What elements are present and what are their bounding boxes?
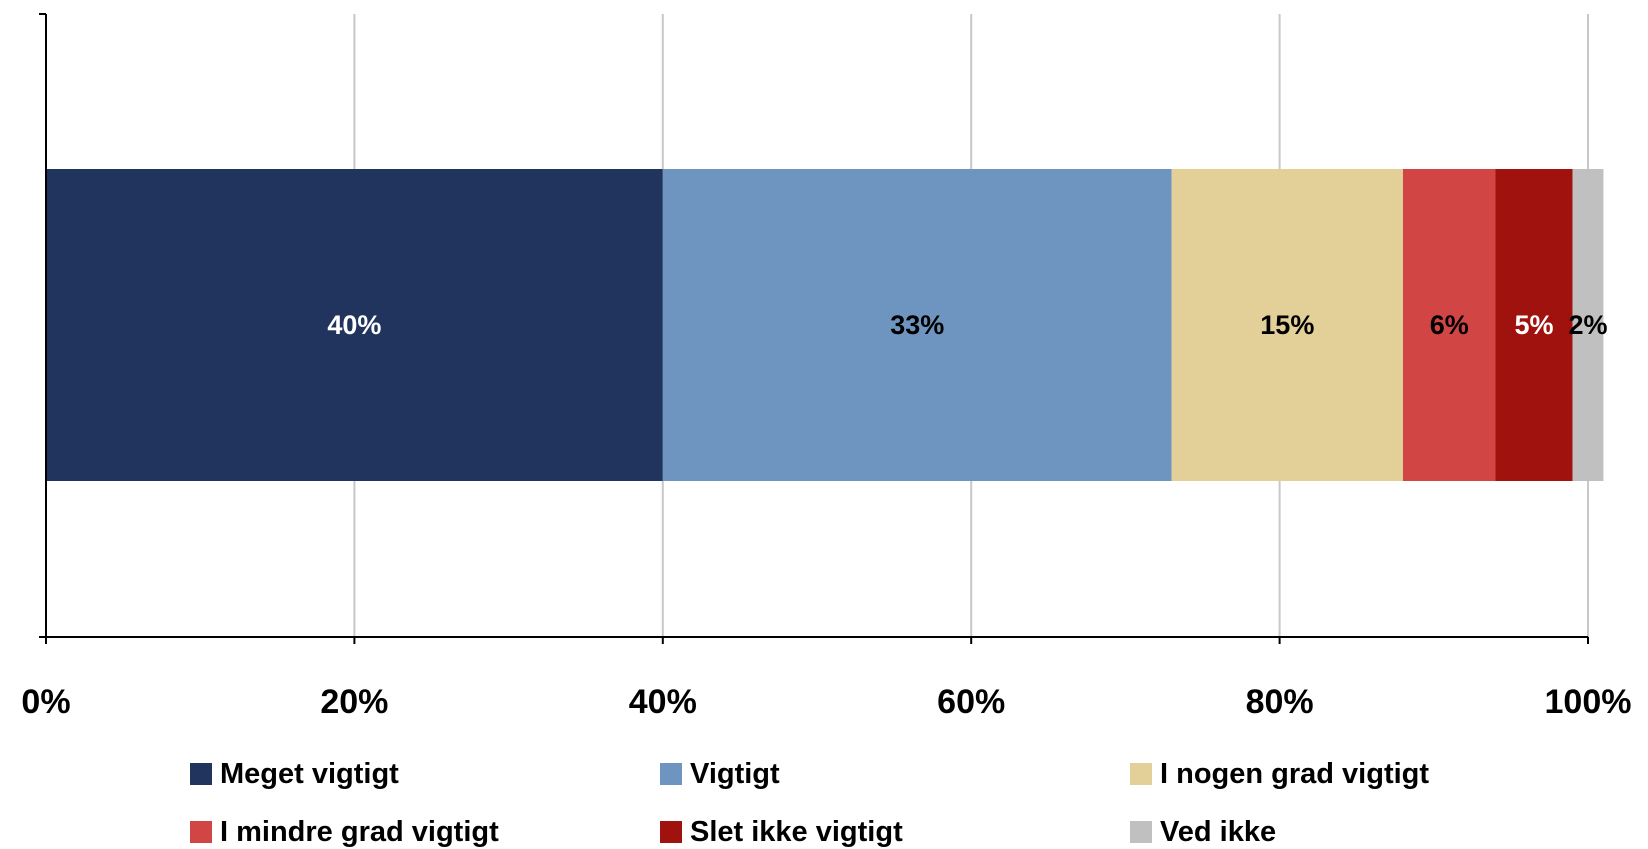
x-tick-label: 60% [937,683,1005,721]
data-label: 2% [1568,310,1607,340]
legend: Meget vigtigt Vigtigt I nogen grad vigtigt… [190,758,1429,848]
legend-swatch [1130,763,1152,785]
bar-segment [1495,169,1573,481]
data-label: 40% [327,310,381,340]
legend-swatch [1130,821,1152,843]
x-tick-label: 80% [1246,683,1314,721]
data-label: 15% [1260,310,1314,340]
data-label: 6% [1430,310,1469,340]
legend-label: I mindre grad vigtigt [220,816,499,848]
axes [39,13,1589,644]
legend-label: Ved ikke [1160,816,1276,848]
x-tick-label: 20% [320,683,388,721]
bar-segment [662,169,1172,481]
legend-label: Meget vigtigt [220,758,399,790]
bar-segment [1572,169,1604,481]
data-label: 5% [1515,310,1554,340]
legend-swatch [660,821,682,843]
data-labels: 40% 33% 15% 6% 5% 2% [327,310,1607,340]
bar-segments [46,169,1604,481]
legend-item: I mindre grad vigtigt [190,816,499,848]
legend-label: Vigtigt [690,758,780,790]
data-label: 33% [890,310,944,340]
legend-swatch [190,821,212,843]
legend-item: Ved ikke [1130,816,1276,848]
legend-label: I nogen grad vigtigt [1160,758,1429,790]
legend-item: Meget vigtigt [190,758,399,790]
legend-item: Slet ikke vigtigt [660,816,903,848]
legend-item: I nogen grad vigtigt [1130,758,1429,790]
bar-segment [46,169,663,481]
legend-swatch [190,763,212,785]
legend-label: Slet ikke vigtigt [690,816,903,848]
bar-segment [1171,169,1403,481]
x-tick-label: 0% [21,683,70,721]
legend-swatch [660,763,682,785]
x-axis-tick-labels: 0% 20% 40% 60% 80% 100% [21,683,1631,721]
x-tick-label: 40% [629,683,697,721]
legend-item: Vigtigt [660,758,780,790]
bar-segment [1402,169,1496,481]
x-tick-label: 100% [1545,683,1632,721]
